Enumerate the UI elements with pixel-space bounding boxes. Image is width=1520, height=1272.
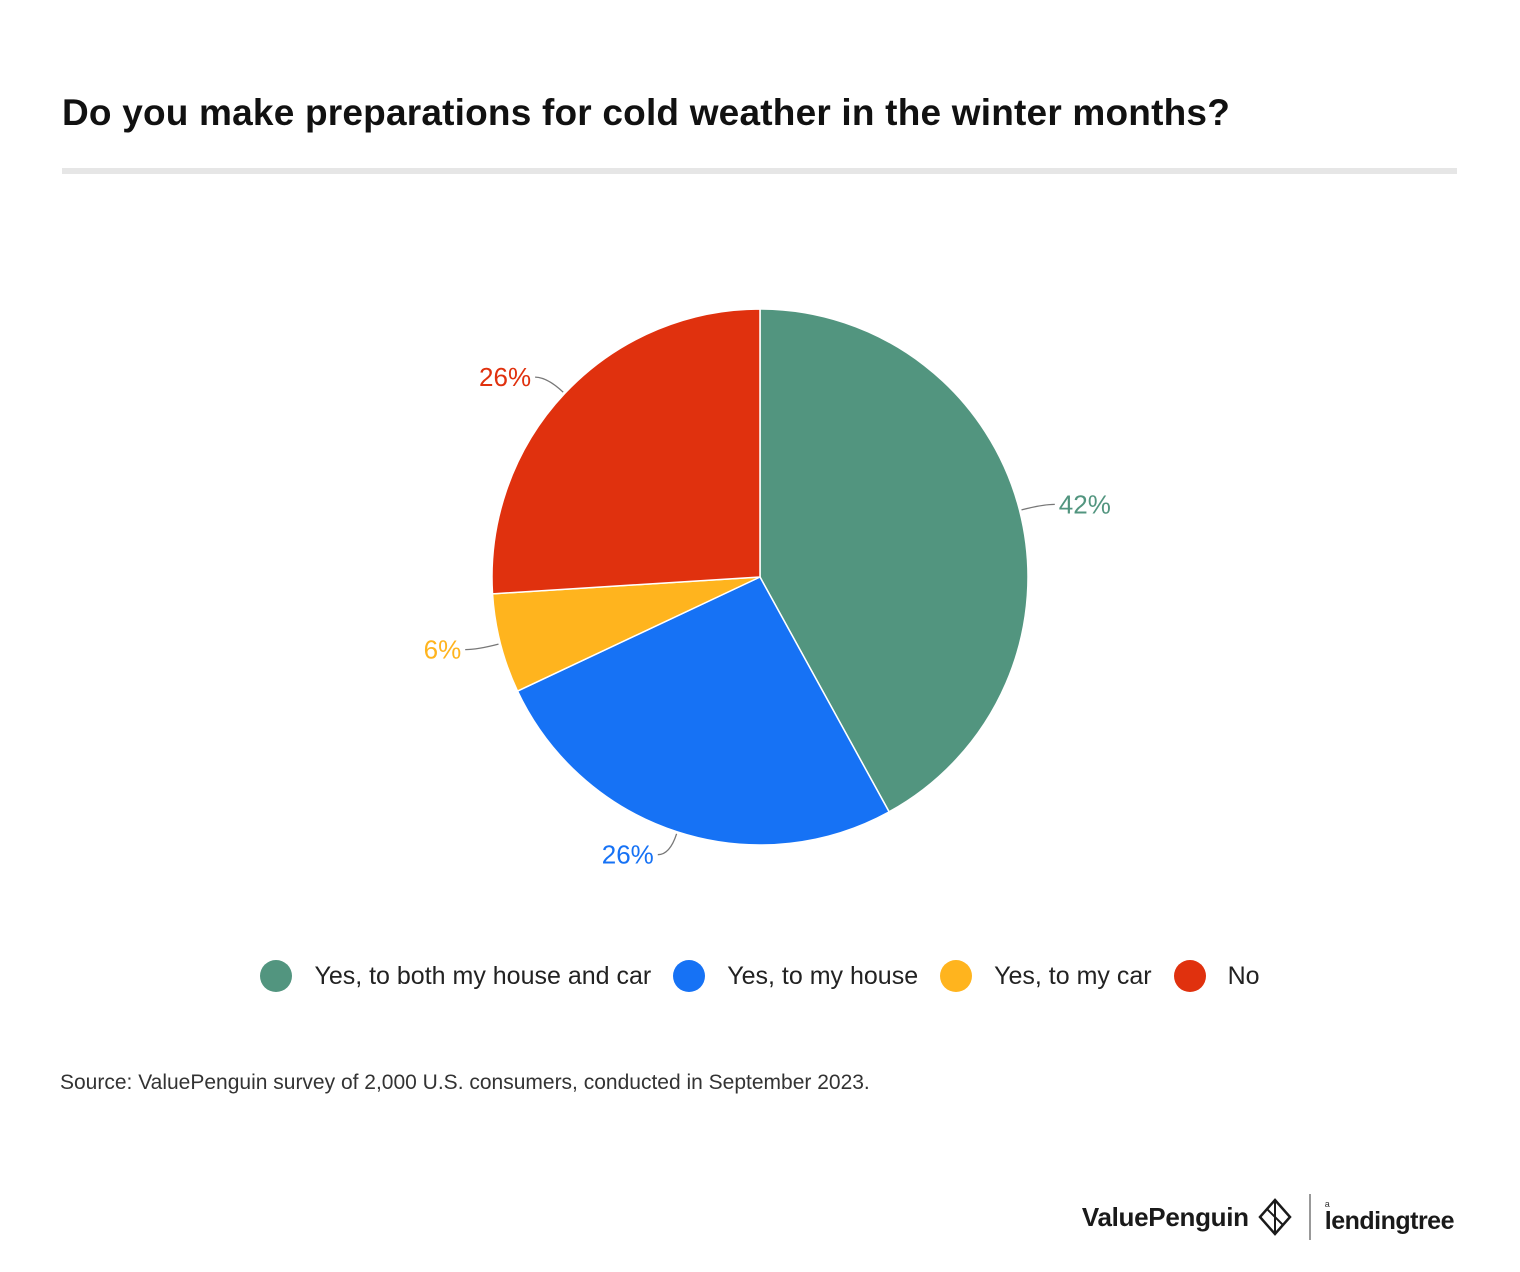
lendingtree-prefix: a — [1324, 1199, 1330, 1209]
source-note: Source: ValuePenguin survey of 2,000 U.S… — [60, 1071, 870, 1094]
legend-item-2: Yes, to my house — [673, 960, 918, 992]
data-label-2: 26% — [602, 840, 654, 870]
legend-swatch-4 — [1173, 960, 1206, 992]
legend-swatch-3 — [940, 960, 973, 992]
legend-swatch-2 — [673, 960, 706, 992]
pie-slice-4 — [491, 308, 761, 595]
chart-title: Do you make preparations for cold weathe… — [62, 92, 1231, 133]
brand-separator — [1308, 1194, 1311, 1240]
leader-line-1 — [1021, 503, 1055, 511]
data-label-3: 6% — [424, 635, 462, 665]
pie-slice-1 — [759, 308, 1029, 813]
legend: Yes, to both my house and car Yes, to my … — [0, 960, 1520, 992]
title-divider — [62, 168, 1457, 174]
leader-line-3 — [465, 643, 499, 651]
legend-label-1: Yes, to both my house and car — [314, 961, 652, 990]
leader-line-2 — [657, 833, 678, 856]
valuepenguin-icon — [1258, 1198, 1292, 1236]
lendingtree-name: lendingtree — [1324, 1207, 1455, 1235]
legend-item-3: Yes, to my car — [940, 960, 1152, 992]
pie-slice-2 — [516, 576, 891, 846]
legend-swatch-1 — [260, 960, 293, 992]
legend-label-3: Yes, to my car — [994, 961, 1152, 990]
valuepenguin-logo: ValuePenguin — [1081, 1201, 1249, 1232]
legend-label-2: Yes, to my house — [727, 961, 919, 990]
legend-item-1: Yes, to both my house and car — [260, 960, 651, 992]
pie-chart: 42% 26% 6% 26% — [424, 308, 1111, 870]
data-label-4: 26% — [479, 362, 531, 392]
legend-label-4: No — [1227, 961, 1260, 990]
data-label-1: 42% — [1059, 489, 1111, 519]
leader-line-4 — [535, 376, 564, 393]
lendingtree-logo: a lendingtree — [1324, 1199, 1455, 1235]
branding: ValuePenguin a lendingtree — [1081, 1192, 1455, 1242]
legend-item-4: No — [1173, 960, 1260, 992]
